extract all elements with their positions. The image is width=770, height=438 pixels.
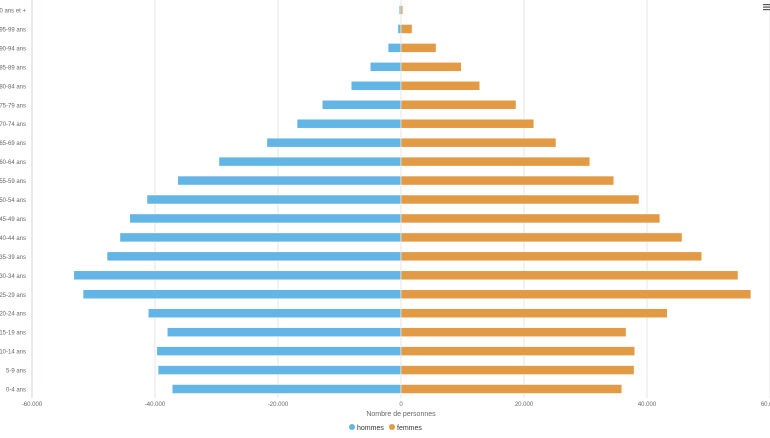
- bar-hommes[interactable]: [387, 43, 402, 53]
- legend-item-hommes[interactable]: hommes: [349, 424, 384, 432]
- x-tick-label: -60.000: [22, 402, 43, 408]
- bar-hommes[interactable]: [119, 232, 402, 243]
- bar-hommes[interactable]: [218, 156, 402, 167]
- y-tick-label: 55-59 ans: [0, 179, 26, 185]
- bar-femmes[interactable]: [400, 251, 702, 262]
- bar-femmes[interactable]: [400, 346, 635, 356]
- y-tick-label: 15-19 ans: [0, 331, 26, 337]
- bar-femmes[interactable]: [400, 365, 635, 375]
- bar-hommes[interactable]: [73, 270, 402, 281]
- y-tick-label: 35-39 ans: [0, 255, 26, 261]
- bar-hommes[interactable]: [129, 213, 402, 224]
- x-axis-labels: -60.000 -40.000 -20.000 0 20.000 40.000 60.000: [22, 402, 770, 408]
- bar-hommes[interactable]: [167, 327, 402, 337]
- svg-text:femmes: femmes: [397, 425, 422, 432]
- legend-item-femmes[interactable]: femmes: [389, 424, 422, 432]
- legend: hommes femmes: [349, 424, 422, 432]
- bar-femmes[interactable]: [400, 194, 640, 205]
- bar-hommes[interactable]: [397, 24, 402, 34]
- y-tick-label: 40-44 ans: [0, 236, 26, 242]
- y-tick-label: 50-54 ans: [0, 198, 26, 204]
- y-tick-label: 90-94 ans: [0, 46, 26, 52]
- y-tick-label: 30-34 ans: [0, 274, 26, 280]
- bar-hommes[interactable]: [146, 194, 402, 205]
- x-tick-label: 20.000: [515, 402, 534, 408]
- y-tick-label: 95-99 ans: [0, 27, 26, 33]
- bar-femmes[interactable]: [400, 81, 480, 91]
- x-tick-label: -40.000: [145, 402, 166, 408]
- bar-hommes[interactable]: [156, 346, 402, 356]
- bar-femmes[interactable]: [400, 62, 462, 72]
- y-tick-label: 5-9 ans: [6, 369, 26, 375]
- bars: [73, 5, 752, 394]
- bar-hommes[interactable]: [106, 251, 402, 262]
- bar-hommes[interactable]: [157, 365, 402, 375]
- bar-femmes[interactable]: [400, 308, 668, 318]
- bar-femmes[interactable]: [400, 156, 591, 167]
- bar-femmes[interactable]: [400, 175, 615, 186]
- bar-femmes[interactable]: [400, 327, 627, 337]
- bar-femmes[interactable]: [400, 232, 683, 243]
- y-tick-label: 85-89 ans: [0, 65, 26, 71]
- bar-hommes[interactable]: [177, 175, 402, 186]
- bar-hommes[interactable]: [296, 118, 402, 129]
- x-tick-label: 0: [399, 402, 403, 408]
- bar-femmes[interactable]: [400, 100, 517, 110]
- bar-hommes[interactable]: [266, 137, 402, 148]
- x-tick-label: 60.000: [761, 402, 770, 408]
- y-tick-label: 80-84 ans: [0, 84, 26, 90]
- y-tick-label: 75-79 ans: [0, 103, 26, 109]
- y-tick-label: 65-69 ans: [0, 141, 26, 147]
- bar-hommes[interactable]: [171, 384, 402, 394]
- bar-hommes[interactable]: [350, 81, 402, 91]
- bar-hommes[interactable]: [370, 62, 402, 72]
- x-axis-title: Nombre de personnes: [366, 411, 436, 418]
- y-tick-label: 60-64 ans: [0, 160, 26, 166]
- y-axis-labels: 100 ans et + 95-99 ans 90-94 ans 85-89 ans 8…: [0, 9, 26, 394]
- bar-femmes[interactable]: [400, 118, 535, 129]
- bar-hommes[interactable]: [147, 308, 402, 318]
- svg-text:hommes: hommes: [357, 425, 384, 432]
- y-tick-label: 20-24 ans: [0, 312, 26, 318]
- y-tick-label: 0-4 ans: [6, 388, 26, 394]
- bar-femmes[interactable]: [400, 137, 557, 148]
- bar-femmes[interactable]: [400, 384, 623, 394]
- y-tick-label: 25-29 ans: [0, 293, 26, 299]
- y-tick-label: 100 ans et +: [0, 9, 26, 15]
- hamburger-menu-icon[interactable]: [762, 3, 770, 15]
- bar-femmes[interactable]: [400, 270, 739, 281]
- bar-femmes[interactable]: [400, 289, 752, 299]
- bar-hommes[interactable]: [398, 5, 402, 15]
- x-tick-label: 40.000: [638, 402, 657, 408]
- bar-hommes[interactable]: [82, 289, 402, 299]
- y-tick-label: 10-14 ans: [0, 350, 26, 356]
- bar-femmes[interactable]: [400, 24, 413, 34]
- bar-femmes[interactable]: [400, 5, 404, 15]
- y-tick-label: 70-74 ans: [0, 122, 26, 128]
- bar-femmes[interactable]: [400, 213, 661, 224]
- y-tick-label: 45-49 ans: [0, 217, 26, 223]
- x-tick-label: -20.000: [268, 402, 289, 408]
- bar-hommes[interactable]: [322, 100, 402, 110]
- bar-femmes[interactable]: [400, 43, 437, 53]
